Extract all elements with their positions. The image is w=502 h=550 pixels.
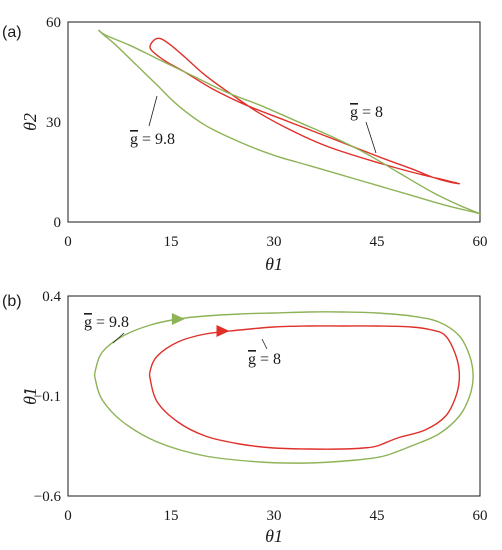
x-tick-a-30: 30 (267, 234, 282, 250)
direction-arrow-b-g9-8 (171, 313, 185, 325)
x-axis-label-a: θ1 (265, 254, 283, 274)
plot-frame-a (67, 21, 481, 223)
y-tick-a-30: 30 (46, 115, 61, 131)
x-tick-b-15: 15 (164, 508, 179, 524)
panel-b: (b) 0 15 30 45 60 −0.6 −0.1 0.4 θ1 θ̇1 g… (2, 289, 488, 546)
x-tick-b-30: 30 (267, 508, 282, 524)
y-tick-a-60: 60 (46, 15, 61, 31)
y-axis-label-b: θ̇1 (20, 387, 40, 405)
panel-label-a: (a) (2, 24, 22, 41)
annotation-a-g8: g = 8 (350, 104, 383, 121)
leader-line-b-g8 (261, 338, 268, 350)
series-line-a-g8 (149, 37, 461, 185)
y-tick-a-0: 0 (54, 215, 62, 231)
x-tick-a-15: 15 (164, 234, 179, 250)
plot-frame-b (67, 295, 481, 497)
x-tick-a-0: 0 (64, 234, 72, 250)
annotation-b-g8: g = 8 (248, 351, 281, 368)
panel-a: (a) 0 15 30 45 60 0 30 60 θ1 θ2 g = 8 g … (2, 15, 488, 274)
leader-line-b-g98 (112, 332, 125, 344)
x-tick-b-0: 0 (64, 508, 72, 524)
series-line-b-g9-8 (93, 311, 474, 464)
leader-line-a-g8 (365, 121, 377, 154)
x-axis-label-b: θ1 (265, 526, 283, 546)
y-tick-b-neg0-6: −0.6 (34, 489, 62, 505)
y-tick-b-0-4: 0.4 (42, 289, 61, 305)
series-line-a-g9-8 (98, 29, 482, 215)
annotation-b-g98: g = 9.8 (84, 314, 129, 331)
x-tick-b-60: 60 (473, 508, 488, 524)
x-tick-b-45: 45 (370, 508, 385, 524)
leader-line-a-g98 (148, 95, 158, 127)
x-tick-a-60: 60 (473, 234, 488, 250)
panel-label-b: (b) (2, 293, 22, 310)
direction-arrow-b-g8 (216, 325, 230, 337)
x-tick-a-45: 45 (370, 234, 385, 250)
annotation-a-g98: g = 9.8 (130, 131, 175, 148)
y-tick-b-neg0-1: −0.1 (34, 389, 61, 405)
series-line-b-g8 (148, 325, 461, 450)
y-axis-label-a: θ2 (20, 113, 40, 131)
